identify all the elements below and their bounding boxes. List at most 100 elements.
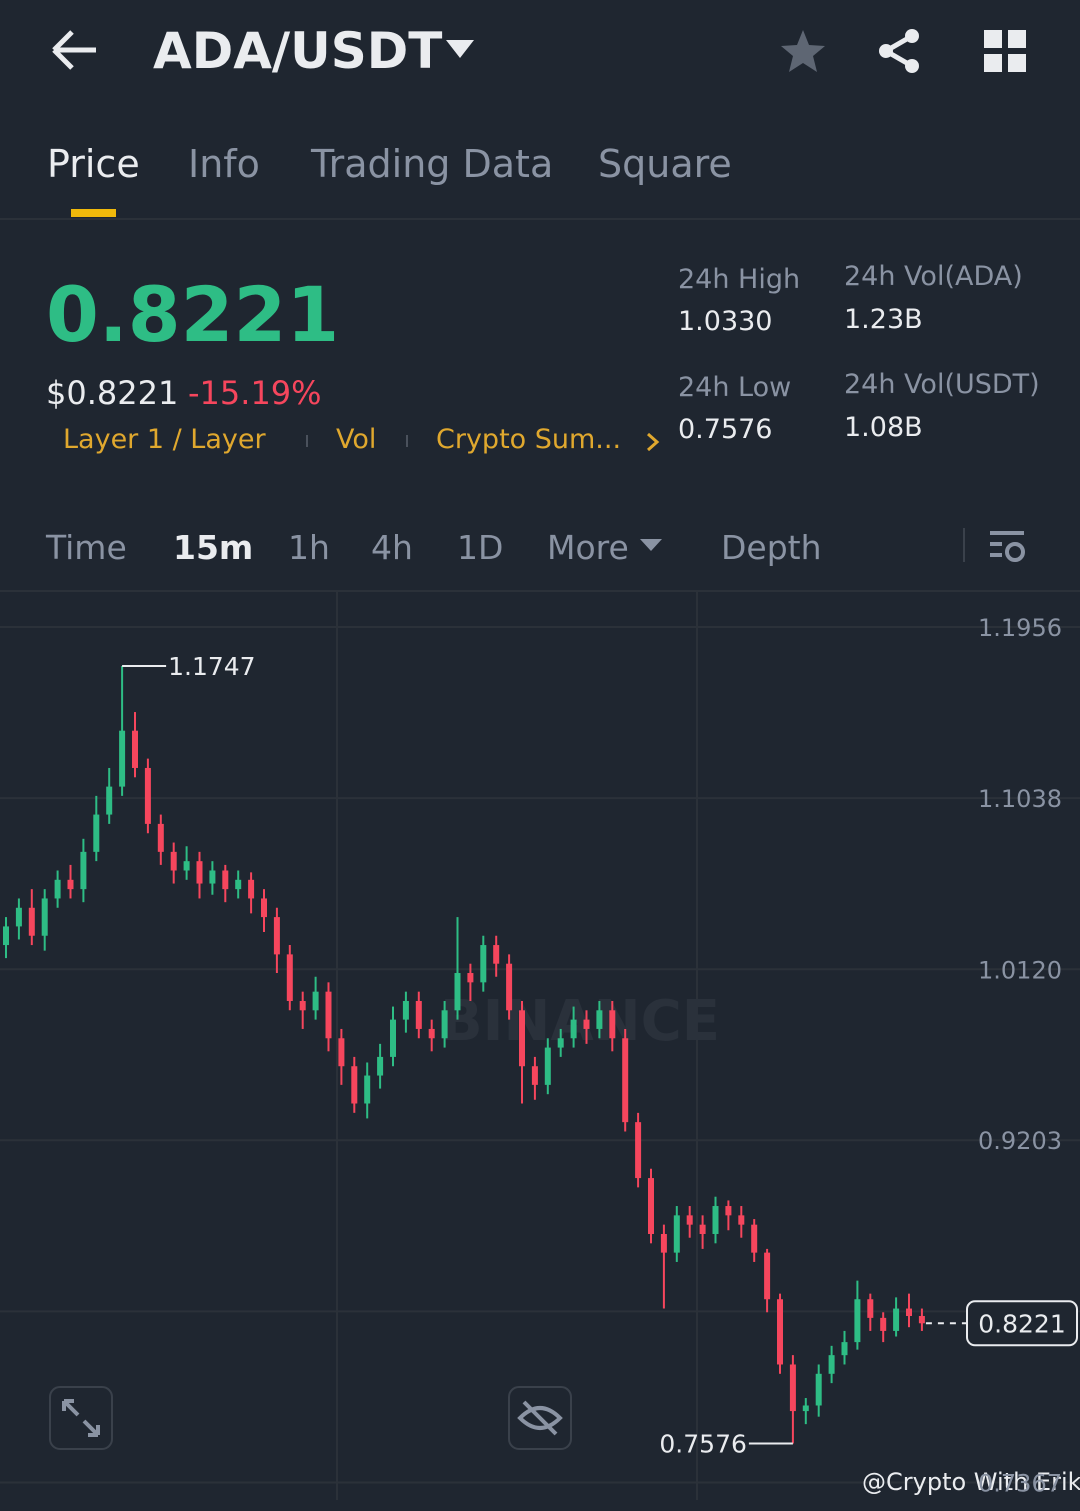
interval[interactable]: Time [46,528,127,567]
stat-value: 1.0330 [678,306,773,337]
expand-icon [62,1399,100,1437]
candle-body [415,1000,422,1029]
y-tick-label: 0.9203 [978,1127,1062,1155]
chart-settings-icon[interactable] [988,530,1028,564]
candle-body [622,1038,629,1123]
candle-body [738,1215,745,1225]
candle-body [286,954,293,1001]
candle-body [312,991,319,1011]
candle-body [725,1206,732,1216]
tags-arrow[interactable] [646,432,660,452]
interval[interactable]: 1D [457,528,504,567]
divider [0,590,1080,592]
candle-body [28,907,35,936]
tag[interactable]: Vol [336,424,377,455]
stat-label: 24h High [678,264,801,295]
tab[interactable]: Price [47,142,140,186]
candle-body [248,879,255,899]
candle-body [119,730,126,787]
interval[interactable]: More [547,528,629,567]
share-icon[interactable] [876,28,922,74]
candle-body [15,907,22,927]
separator [306,435,308,447]
interval[interactable]: 1h [288,528,330,567]
interval[interactable]: 15m [173,528,254,567]
candle-body [235,879,242,890]
candle-body [841,1342,848,1356]
candle-body [157,823,164,852]
candle-body [338,1038,345,1067]
stat-label: 24h Low [678,372,792,403]
candle-body [635,1122,642,1179]
candle-body [93,814,100,852]
candle-body [648,1178,654,1234]
pair-dropdown[interactable] [446,40,474,60]
candle-body [506,963,513,1011]
candle-body [261,898,267,918]
candle-body [3,926,9,946]
usd-price: $0.8221 [46,374,179,412]
candle-body [299,1000,306,1011]
candle-body [196,861,203,884]
y-tick-label: 0.7367 [978,1469,1062,1497]
expand-button[interactable] [49,1386,113,1450]
tab[interactable]: Trading Data [311,142,554,186]
candle-body [402,1000,409,1020]
candle-body [351,1066,358,1104]
tab[interactable]: Square [598,142,732,186]
candle-body [170,851,177,871]
tab[interactable]: Info [188,142,260,186]
price-change: -15.19% [188,374,322,412]
candle-body [222,870,229,890]
candle-body [789,1364,796,1412]
candle-body [893,1308,900,1331]
candle-body [54,879,61,899]
candle-body [325,991,332,1039]
candle-body [390,1019,396,1057]
candle-body [686,1215,693,1225]
tab-indicator [71,209,116,217]
watermark: BINANCE [440,989,720,1054]
candle-body [106,786,113,815]
candle-body [377,1056,384,1076]
min-label: 0.7576 [659,1430,746,1459]
candle-body [80,851,87,890]
candle-body [764,1252,771,1300]
candle-body [660,1233,667,1253]
stat-label: 24h Vol(ADA) [844,261,1023,292]
candle-body [815,1373,822,1406]
candle-body [609,1010,616,1039]
candle-body [273,917,280,955]
separator [406,435,408,447]
hide-button[interactable] [508,1386,572,1450]
candle-body [699,1224,706,1234]
candle-body [480,945,487,983]
hide-icon [517,1400,563,1436]
candle-body [428,1028,435,1039]
stat-value: 1.23B [844,304,923,335]
candle-body [918,1316,925,1324]
credit: @Crypto With Erik [862,1468,1080,1496]
pair-title[interactable]: ADA/USDT [153,22,443,80]
candle-body [854,1299,861,1343]
candle-body [802,1405,809,1412]
candle-body [570,1019,577,1039]
last-price: 0.8221 [46,270,340,359]
more-dropdown[interactable] [640,539,662,553]
candle-body [364,1075,371,1104]
candle-body [828,1355,835,1374]
max-label: 1.1747 [168,652,255,681]
interval[interactable]: Depth [721,528,822,567]
candle-body [583,1019,590,1029]
candle-body [867,1299,874,1318]
favorite-icon[interactable] [780,28,826,74]
tag[interactable]: Crypto Sum... [436,424,622,455]
back-button[interactable] [50,28,100,72]
stat-value: 1.08B [844,412,923,443]
tag[interactable]: Layer 1 / Layer [63,424,266,455]
grid-menu-icon[interactable] [984,30,1026,72]
candle-body [493,945,500,964]
interval[interactable]: 4h [371,528,413,567]
